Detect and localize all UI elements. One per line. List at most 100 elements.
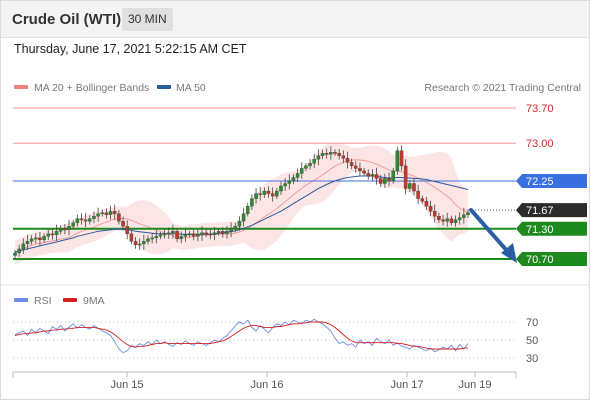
instrument-title: Crude Oil (WTI) (12, 11, 122, 28)
bollinger-band-fill (15, 142, 468, 265)
candle-body (71, 222, 75, 227)
candle-body (441, 219, 445, 222)
timeframe-button[interactable]: 30 MIN (122, 8, 173, 31)
rsi-ma-legend-label: 9MA (83, 295, 105, 307)
x-tick-label: Jun 17 (390, 379, 423, 391)
candle-body (117, 213, 121, 222)
candle-body (370, 174, 375, 177)
last-price-label-bg (516, 203, 587, 218)
rsi-legend-swatch (14, 298, 28, 302)
support-label: 70.70 (526, 254, 554, 266)
candle-body (416, 190, 420, 199)
candle-body (424, 200, 429, 207)
candle-body (262, 190, 267, 195)
ma50-legend-swatch (157, 85, 171, 89)
candle-body (378, 178, 383, 184)
candle-body (58, 228, 63, 232)
candle-body (13, 252, 17, 256)
copyright-text: Research © 2021 Trading Central (424, 82, 581, 94)
candle-body (121, 221, 125, 227)
candle-body (221, 231, 225, 234)
candle-body (38, 237, 42, 241)
candle-body (316, 155, 321, 160)
candle-body (133, 241, 138, 246)
support-label-bg (516, 252, 587, 266)
rsi-legend-label: RSI (34, 295, 52, 307)
candle-body (254, 193, 258, 199)
candle-body (29, 238, 34, 242)
candle-body (258, 193, 262, 195)
candle-body (291, 177, 296, 182)
chart-datetime: Thursday, June 17, 2021 5:22:15 AM CET (14, 42, 247, 56)
candle-body (312, 159, 316, 164)
x-tick-label: Jun 15 (110, 379, 143, 391)
ma50-legend-label: MA 50 (176, 82, 206, 94)
pivot-label-bg (516, 173, 587, 188)
candle-body (108, 211, 113, 215)
support-label-bg (516, 221, 587, 236)
candle-body (212, 232, 217, 235)
resistance-label: 73.00 (526, 138, 554, 150)
candle-body (395, 150, 400, 172)
candle-body (42, 236, 46, 241)
bollinger-legend-label: MA 20 + Bollinger Bands (34, 82, 149, 94)
candle-body (324, 153, 329, 155)
candle-body (387, 178, 391, 182)
x-tick-label: Jun 19 (458, 379, 491, 391)
rsi-ma-line (14, 321, 468, 350)
candle-body (295, 173, 300, 178)
rsi-tick-label: 70 (526, 317, 538, 329)
candle-body (449, 218, 454, 223)
candle-body (337, 153, 341, 156)
candle-body (349, 162, 354, 167)
candle-body (187, 233, 192, 236)
candle-body (345, 158, 350, 163)
candle-body (17, 248, 21, 254)
forecast-arrow (469, 208, 517, 263)
support-label: 71.30 (526, 224, 554, 236)
candle-body (146, 238, 150, 242)
rsi-ma-legend-swatch (63, 298, 77, 302)
candle-body (241, 213, 246, 222)
candle-body (167, 232, 171, 235)
candle-body (320, 153, 325, 156)
candle-body (420, 198, 425, 202)
candle-body (245, 205, 250, 214)
candle-body (88, 218, 92, 222)
pivot-label: 72.25 (526, 176, 554, 188)
candle-body (50, 233, 55, 236)
candle-body (341, 155, 346, 159)
candle-body (129, 233, 134, 242)
candle-body (433, 211, 437, 217)
rsi-panel: 70 50 30 (13, 317, 538, 365)
candle-body (266, 190, 271, 194)
candle-body (142, 241, 146, 245)
candle-body (34, 237, 38, 240)
candle-body (358, 168, 362, 172)
candle-body (462, 214, 466, 218)
candle-body (183, 234, 188, 237)
candle-body (383, 178, 387, 184)
candle-body (275, 190, 279, 197)
last-price-label: 71.67 (526, 205, 554, 217)
candle-body (354, 165, 358, 169)
candle-body (216, 231, 221, 233)
candle-body (362, 170, 366, 174)
candle-body (162, 233, 167, 236)
x-axis-ticks: Jun 15 Jun 16 Jun 17 Jun 19 (110, 372, 492, 391)
candle-body (408, 183, 412, 189)
candle-body (233, 226, 238, 229)
candle-body (112, 211, 117, 214)
candle-body (204, 232, 208, 235)
candle-body (137, 243, 142, 246)
candle-body (191, 233, 196, 237)
candles (13, 145, 470, 259)
candle-body (63, 228, 67, 231)
candle-body (96, 213, 100, 217)
rsi-line (14, 318, 469, 354)
candle-body (466, 212, 470, 215)
candle-body (270, 193, 275, 197)
candle-body (79, 218, 84, 221)
candle-body (83, 219, 88, 222)
